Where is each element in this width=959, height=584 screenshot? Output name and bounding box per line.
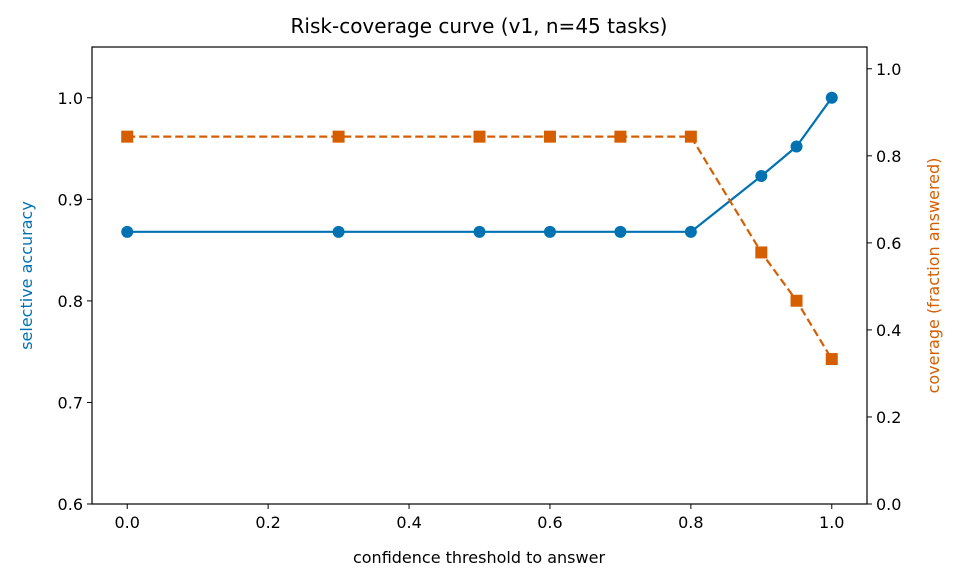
accuracy-point bbox=[825, 91, 838, 104]
accuracy-point bbox=[684, 225, 697, 238]
y2-axis-ticks: 0.0 0.2 0.4 0.6 0.8 1.0 bbox=[867, 60, 901, 514]
accuracy-point bbox=[332, 225, 345, 238]
x-tick-label: 0.2 bbox=[255, 513, 280, 532]
y-tick-label: 0.9 bbox=[58, 190, 83, 209]
coverage-point bbox=[614, 130, 627, 143]
y-tick-label: 0.6 bbox=[58, 495, 83, 514]
accuracy-line bbox=[127, 97, 833, 233]
y-axis-title: selective accuracy bbox=[17, 201, 36, 350]
coverage-point bbox=[790, 294, 803, 307]
coverage-point bbox=[825, 353, 838, 366]
x-tick-label: 0.4 bbox=[396, 513, 421, 532]
y2-axis-title: coverage (fraction answered) bbox=[924, 158, 943, 394]
accuracy-point bbox=[121, 225, 134, 238]
accuracy-point bbox=[473, 225, 486, 238]
y2-tick-label: 1.0 bbox=[876, 60, 901, 79]
y-tick-label: 1.0 bbox=[58, 89, 83, 108]
coverage-point bbox=[473, 130, 486, 143]
y-tick-label: 0.7 bbox=[58, 393, 83, 412]
coverage-point bbox=[684, 130, 697, 143]
x-tick-label: 0.6 bbox=[537, 513, 562, 532]
coverage-series bbox=[121, 130, 838, 366]
y-tick-label: 0.8 bbox=[58, 292, 83, 311]
x-tick-label: 0.0 bbox=[115, 513, 140, 532]
series-layer bbox=[121, 91, 838, 366]
coverage-line bbox=[127, 135, 833, 360]
coverage-point bbox=[332, 130, 345, 143]
y2-tick-label: 0.6 bbox=[876, 234, 901, 253]
accuracy-point bbox=[614, 225, 627, 238]
accuracy-point bbox=[543, 225, 556, 238]
plot-frame bbox=[91, 46, 868, 505]
x-axis-ticks: 0.0 0.2 0.4 0.6 0.8 1.0 bbox=[115, 504, 844, 532]
y2-tick-label: 0.8 bbox=[876, 147, 901, 166]
accuracy-point bbox=[790, 140, 803, 153]
coverage-point bbox=[755, 246, 768, 259]
y2-tick-label: 0.4 bbox=[876, 321, 901, 340]
x-axis-title: confidence threshold to answer bbox=[353, 548, 605, 567]
coverage-point bbox=[543, 130, 556, 143]
y2-tick-label: 0.0 bbox=[876, 495, 901, 514]
accuracy-series bbox=[121, 91, 838, 238]
x-tick-label: 1.0 bbox=[819, 513, 844, 532]
x-tick-label: 0.8 bbox=[678, 513, 703, 532]
coverage-point bbox=[121, 130, 134, 143]
y-axis-ticks: 0.6 0.7 0.8 0.9 1.0 bbox=[58, 89, 92, 514]
accuracy-point bbox=[755, 169, 768, 182]
chart-title: Risk-coverage curve (v1, n=45 tasks) bbox=[291, 14, 668, 38]
y2-tick-label: 0.2 bbox=[876, 408, 901, 427]
